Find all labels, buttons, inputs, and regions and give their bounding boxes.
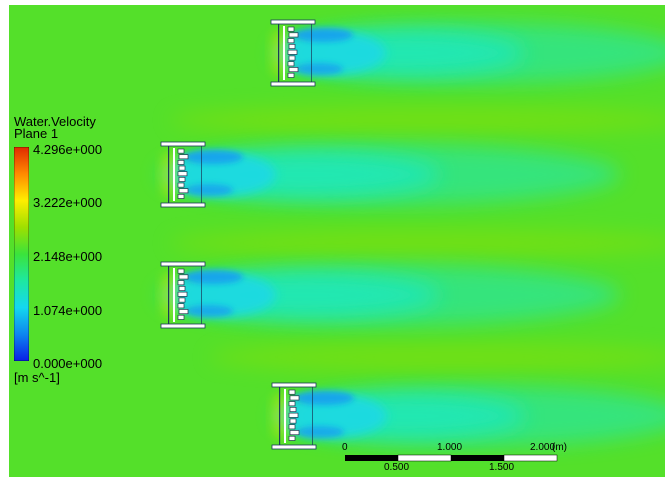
turbine-wake: [159, 265, 621, 325]
legend-tick-label: 1.074e+000: [33, 303, 103, 318]
scale-bar-graphic: [345, 454, 558, 462]
legend-title: Water.Velocity: [14, 114, 96, 129]
turbine-wake: [271, 386, 665, 446]
legend-colorbar: [14, 147, 29, 361]
scale-label-1-5: 1.500: [489, 462, 515, 473]
turbine-wake: [270, 23, 665, 83]
velocity-contour-viewport[interactable]: Water.Velocity Plane 1 4.296e+000 3.222e…: [9, 5, 665, 477]
legend-subtitle: Plane 1: [14, 126, 59, 141]
turbine-frame: [271, 382, 317, 450]
legend-tick-label: 4.296e+000: [33, 142, 103, 157]
bypass-flow-bands: [169, 106, 665, 371]
scale-label-1: 1.000: [437, 442, 463, 453]
legend-tick-label: 0.000e+000: [33, 356, 103, 371]
turbine-frame: [270, 19, 316, 87]
turbine-geometry: [160, 19, 317, 450]
scale-label-2: 2.000: [530, 442, 556, 453]
turbine-wakes: [159, 23, 665, 446]
legend-tick-label: 3.222e+000: [33, 195, 103, 210]
legend-tick-label: 2.148e+000: [33, 249, 103, 264]
scale-label-0-5: 0.500: [384, 462, 410, 473]
turbine-wake: [159, 144, 621, 205]
turbine-frame: [160, 261, 206, 329]
turbine-frame: [160, 141, 206, 208]
scale-bar: 0 1.000 2.000 (m) 0.500 1.500: [334, 441, 567, 477]
scale-label-0: 0: [342, 442, 348, 453]
velocity-contour-plot: [9, 5, 665, 477]
scale-unit: (m): [552, 442, 567, 453]
legend-unit: [m s^-1]: [14, 370, 60, 385]
